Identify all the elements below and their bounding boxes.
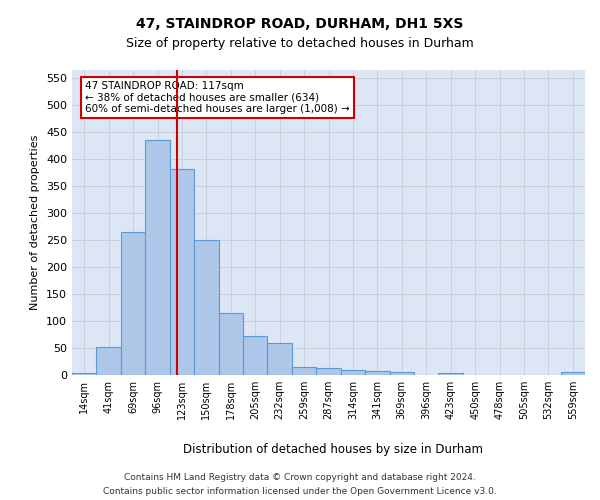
Bar: [121, 232, 145, 375]
Bar: [218, 313, 243, 375]
Bar: [243, 336, 268, 375]
Bar: [145, 140, 170, 375]
Bar: [72, 374, 97, 375]
Bar: [268, 342, 292, 375]
Text: Contains HM Land Registry data © Crown copyright and database right 2024.: Contains HM Land Registry data © Crown c…: [124, 472, 476, 482]
Bar: [316, 368, 341, 375]
Bar: [292, 367, 316, 375]
Bar: [341, 370, 365, 375]
Text: Contains public sector information licensed under the Open Government Licence v3: Contains public sector information licen…: [103, 488, 497, 496]
Bar: [194, 240, 218, 375]
Bar: [560, 372, 585, 375]
Bar: [365, 371, 389, 375]
Bar: [439, 373, 463, 375]
Bar: [389, 372, 414, 375]
Bar: [97, 347, 121, 375]
Text: 47, STAINDROP ROAD, DURHAM, DH1 5XS: 47, STAINDROP ROAD, DURHAM, DH1 5XS: [136, 18, 464, 32]
Text: Distribution of detached houses by size in Durham: Distribution of detached houses by size …: [183, 442, 483, 456]
Text: Size of property relative to detached houses in Durham: Size of property relative to detached ho…: [126, 38, 474, 51]
Text: 47 STAINDROP ROAD: 117sqm
← 38% of detached houses are smaller (634)
60% of semi: 47 STAINDROP ROAD: 117sqm ← 38% of detac…: [85, 80, 350, 114]
Bar: [170, 169, 194, 375]
Y-axis label: Number of detached properties: Number of detached properties: [31, 135, 40, 310]
